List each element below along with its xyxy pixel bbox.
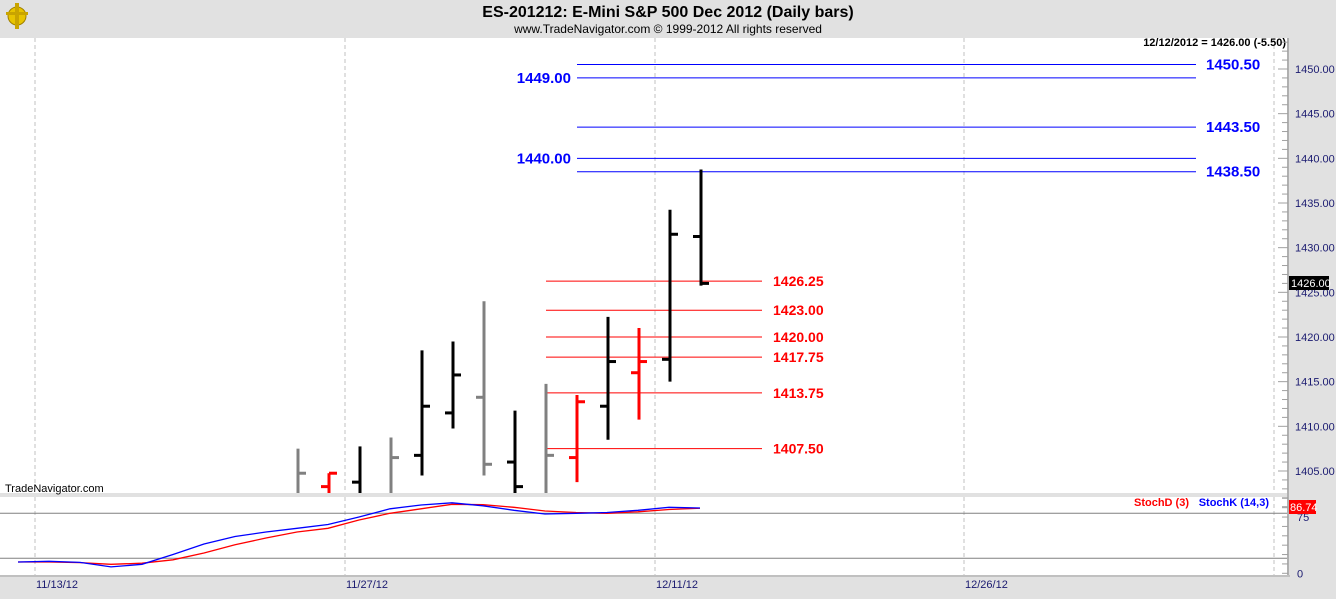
price-tick-label: 1425.00 [1295,287,1335,299]
price-pane[interactable] [0,38,1288,493]
time-axis[interactable]: 11/13/12 11/27/12 12/11/12 12/26/12 [36,579,1008,591]
price-tick-label: 1430.00 [1295,243,1335,255]
stoch-tick-label: 75 [1297,512,1309,524]
ohlc-bar [352,446,362,493]
ohlc-bar [445,341,461,429]
price-tick-label: 1435.00 [1295,198,1335,210]
stoch-last-tag: 86.74 [1289,500,1318,514]
date-tick-label: 11/27/12 [346,579,388,591]
stochastic-pane[interactable] [0,497,1288,575]
price-tick-label: 1450.00 [1295,64,1335,76]
price-level-label: 1443.50 [1206,119,1260,136]
ohlc-bar [321,471,337,493]
copyright-text: www.TradeNavigator.com © 1999-2012 All r… [513,22,822,36]
price-level-label: 1450.50 [1206,57,1260,74]
date-tick-label: 11/13/12 [36,579,78,591]
ohlc-bar [569,395,585,483]
ohlc-bar [544,383,554,493]
price-level-label: 1413.75 [773,385,824,401]
stochastic-lines [17,502,701,568]
legend-stochd: StochD (3) [1134,497,1189,509]
ohlc-bar [693,169,709,286]
last-price-tag: 1426.00 [1289,276,1331,290]
trade-navigator-logo-icon [6,3,28,29]
last-price-label: 1426.00 [1291,278,1331,290]
ohlc-bar [662,209,678,382]
watermark: TradeNavigator.com [5,483,104,495]
legend-stochk: StochK (14,3) [1199,497,1270,509]
stoch-last-label: 86.74 [1290,502,1318,514]
price-level-label: 1423.00 [773,302,824,318]
price-tick-label: 1410.00 [1295,421,1335,433]
price-tick-label: 1415.00 [1295,377,1335,389]
date-tick-label: 12/26/12 [965,579,1008,591]
ohlc-bar [389,437,399,493]
price-level-label: 1426.25 [773,273,824,289]
ohlc-bar [600,316,616,440]
ohlc-bars [296,169,709,493]
date-tick-label: 12/11/12 [656,579,698,591]
ohlc-bar [296,448,306,493]
price-level-label: 1420.00 [773,329,824,345]
stoch-line-k [17,502,701,568]
price-tick-label: 1420.00 [1295,332,1335,344]
last-quote: 12/12/2012 = 1426.00 (-5.50) [1143,37,1286,49]
price-level-label: 1407.50 [773,441,824,457]
price-tick-label: 1440.00 [1295,153,1335,165]
price-level-label: 1440.00 [517,150,571,167]
time-axis-line [0,575,1290,577]
ohlc-bar [631,328,647,420]
price-level-label: 1449.00 [517,70,571,87]
price-tick-label: 1405.00 [1295,466,1335,478]
grid [0,38,1288,575]
price-levels: 1450.50 1449.00 1443.50 1440.00 1438.50 1426.… [517,57,1260,457]
price-level-label: 1417.75 [773,349,824,365]
ohlc-bar [507,410,523,493]
ohlc-bar [414,350,430,476]
ohlc-bar [476,301,492,476]
chart-title: ES-201212: E-Mini S&P 500 Dec 2012 (Dail… [482,4,853,21]
price-axis[interactable]: 1405.00 1410.00 1415.00 1420.00 1425.00 1430.… [1278,41,1335,580]
stoch-tick-label: 0 [1297,568,1303,580]
price-tick-label: 1445.00 [1295,109,1335,121]
price-level-label: 1438.50 [1206,164,1260,181]
